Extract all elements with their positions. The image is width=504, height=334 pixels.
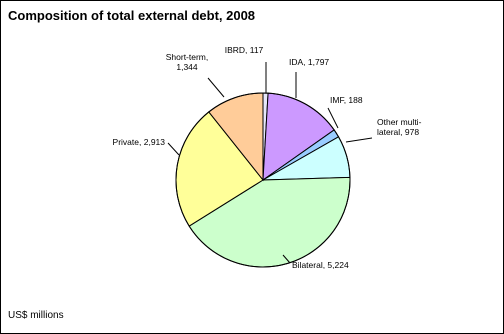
slice-label-ida: IDA, 1,797 bbox=[289, 57, 329, 67]
slice-label-bilateral: Bilateral, 5,224 bbox=[292, 260, 349, 270]
leader-line-private bbox=[167, 142, 180, 156]
pie-outline bbox=[175, 92, 351, 268]
leader-line-bilateral bbox=[282, 254, 291, 264]
slice-label-imf: IMF, 188 bbox=[330, 95, 363, 105]
unit-note: US$ millions bbox=[8, 310, 64, 321]
chart-title: Composition of total external debt, 2008 bbox=[8, 8, 256, 23]
slice-label-short-term: Short-term, 1,344 bbox=[166, 52, 209, 72]
leader-line-other-multilateral bbox=[345, 137, 373, 143]
leader-line-imf bbox=[327, 107, 339, 129]
slice-label-ibrd: IBRD, 117 bbox=[225, 45, 264, 55]
leader-line-short-term bbox=[207, 77, 225, 98]
slice-label-private: Private, 2,913 bbox=[113, 137, 166, 147]
slice-label-other-multilateral: Other multi-lateral, 978 bbox=[377, 117, 422, 137]
